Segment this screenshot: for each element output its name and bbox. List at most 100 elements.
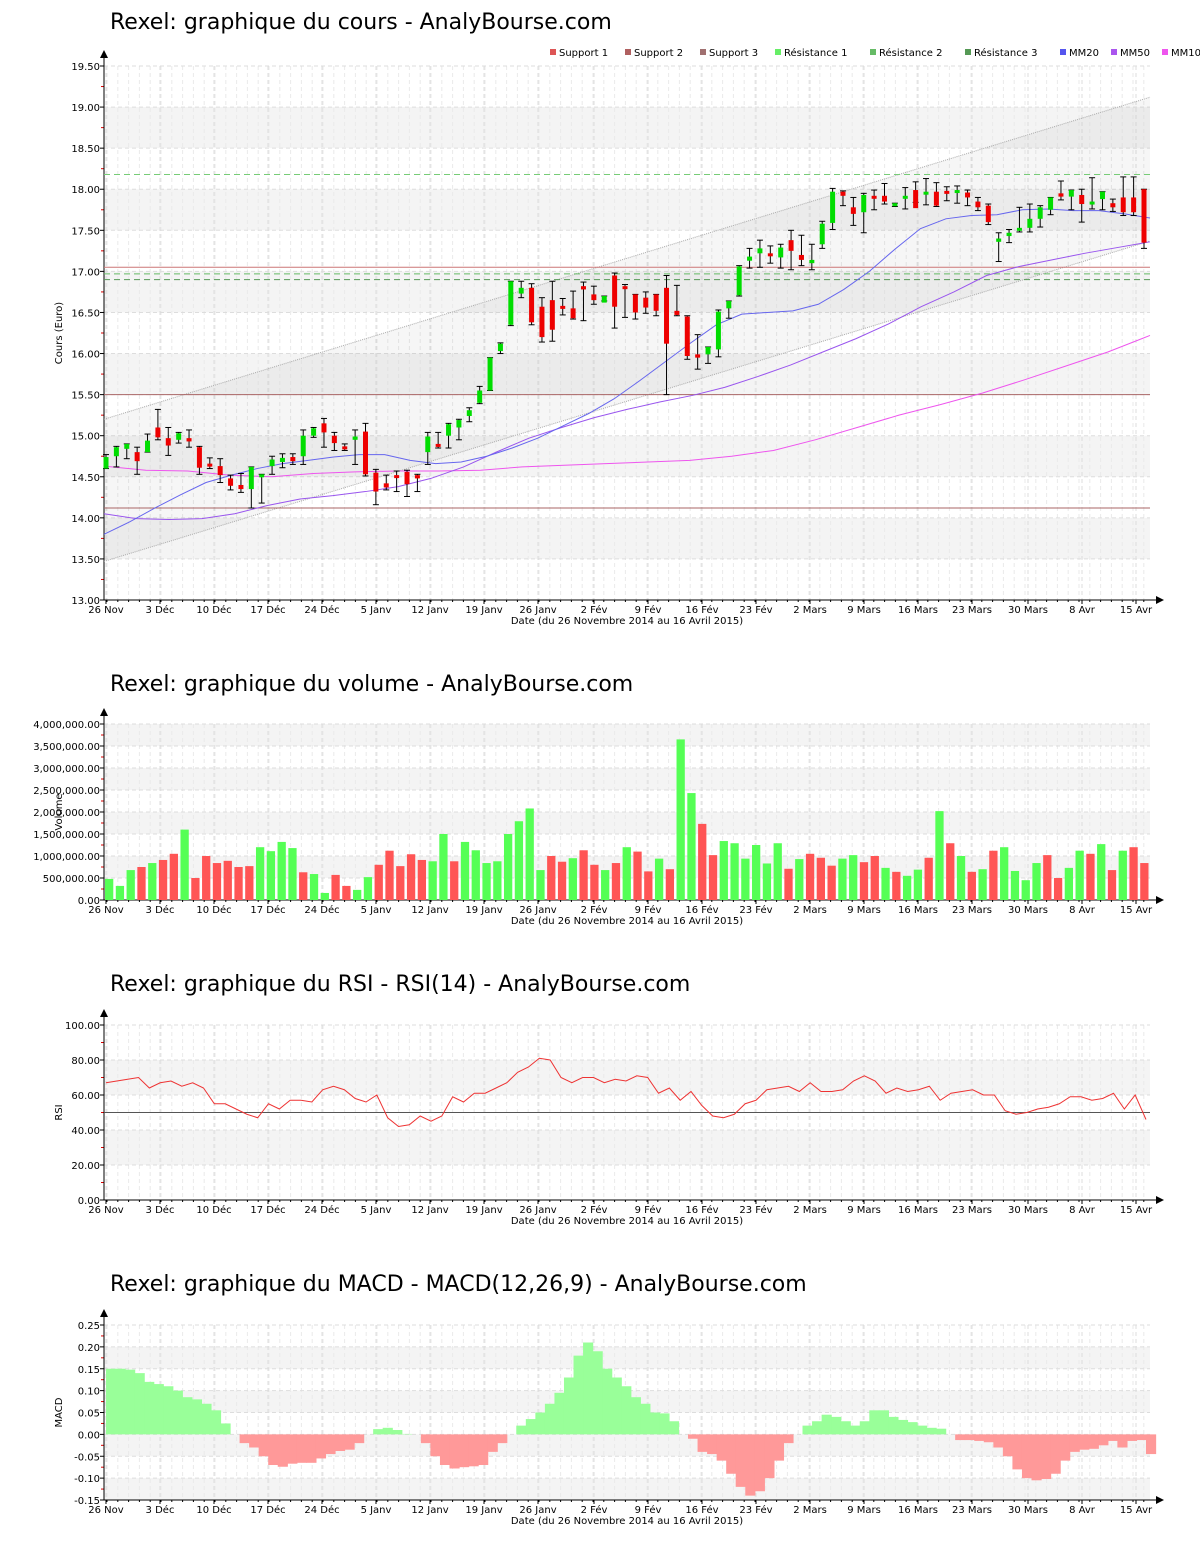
y-tick-label: 2,500,000.00 [33, 786, 100, 797]
y-tick-label: 4,000,000.00 [33, 720, 100, 731]
candlestick [1006, 228, 1013, 244]
macd-bar [888, 1416, 899, 1435]
x-tick-label: 16 Fév [685, 1504, 718, 1516]
x-tick-label: 26 Janv [519, 605, 556, 616]
x-tick-label: 8 Avr [1069, 905, 1096, 916]
x-tick-label: 23 Mars [952, 1205, 992, 1216]
volume-bar [299, 872, 308, 900]
macd-bar [850, 1425, 861, 1435]
macd-bar [955, 1434, 966, 1441]
legend-swatch-icon [1162, 49, 1168, 55]
volume-bar [1107, 870, 1117, 900]
x-tick-label: 9 Fév [635, 904, 662, 916]
legend-swatch-icon [700, 49, 706, 55]
candlestick [788, 229, 795, 271]
x-tick-label: 16 Mars [898, 1205, 938, 1216]
x-tick-label: 3 Déc [146, 604, 175, 616]
x-tick-label: 26 Nov [88, 605, 124, 616]
x-tick-label: 17 Déc [250, 1504, 285, 1516]
macd-bar [268, 1434, 279, 1465]
volume-bar [1097, 844, 1106, 900]
candlestick [829, 187, 836, 230]
macd-bar [296, 1434, 307, 1463]
macd-bar [1088, 1434, 1099, 1449]
volume-bar [277, 841, 286, 900]
volume-bar [105, 878, 114, 900]
volume-bar [913, 869, 923, 900]
volume-bar [924, 857, 933, 900]
mm50-line [103, 241, 1151, 520]
rsi-line [105, 1057, 1147, 1128]
price-chart-title: Rexel: graphique du cours - AnalyBourse.… [110, 10, 612, 35]
volume-bar [590, 864, 599, 900]
volume-bar [342, 885, 351, 900]
y-tick-label: 15.50 [71, 391, 100, 402]
volume-bar [644, 871, 653, 900]
candlestick [455, 418, 462, 441]
volume-bar [493, 861, 502, 900]
macd-bar [1041, 1434, 1052, 1479]
macd-bar [1069, 1434, 1080, 1452]
candlestick [279, 453, 286, 469]
macd-bar [239, 1434, 250, 1444]
x-tick-label: 16 Fév [685, 1204, 718, 1216]
candlestick [1057, 180, 1064, 201]
candlestick [653, 293, 660, 317]
candlestick [144, 433, 151, 453]
candlestick [165, 426, 172, 456]
y-tick-label: 14.00 [71, 514, 100, 525]
volume-bar [601, 870, 610, 900]
candlestick [123, 443, 130, 460]
volume-bar [514, 821, 524, 900]
x-tick-label: 2 Fév [581, 1504, 608, 1516]
volume-chart-title: Rexel: graphique du volume - AnalyBourse… [110, 672, 634, 697]
candlestick [1068, 189, 1075, 211]
legend-item: Résistance 3 [974, 47, 1037, 59]
x-tick-label: 10 Déc [196, 1504, 231, 1516]
x-tick-label: 17 Déc [250, 1204, 285, 1216]
y-tick-label: 16.00 [71, 350, 100, 361]
volume-bar [363, 877, 373, 900]
candlestick [310, 426, 317, 438]
candlestick [756, 239, 763, 268]
macd-bar [735, 1434, 746, 1487]
volume-chart: 0.00 500,000.00 1,000,000.00 1,500,000.00 2,… [33, 708, 1164, 927]
volume-bar [698, 823, 707, 900]
x-tick-label: 26 Nov [88, 1505, 124, 1516]
macd-bar [592, 1351, 603, 1435]
candlestick [1016, 206, 1023, 233]
macd-bar [563, 1377, 575, 1435]
volume-bar [946, 843, 955, 900]
candlestick [705, 346, 712, 364]
legend-item: Résistance 1 [784, 47, 847, 59]
volume-bar [827, 865, 836, 900]
candlestick [175, 431, 182, 444]
macd-bar [525, 1419, 536, 1435]
candlestick [331, 431, 338, 451]
x-axis-arrow-icon [1156, 1196, 1164, 1204]
volume-bar [579, 850, 588, 900]
volume-bar [460, 841, 470, 900]
y-tick-label: 3,500,000.00 [33, 742, 100, 753]
x-tick-label: 9 Mars [847, 905, 881, 916]
x-axis-label: Date (du 26 Novembre 2014 au 16 Avril 20… [511, 1216, 743, 1227]
x-axis-arrow-icon [1156, 896, 1164, 904]
volume-bar [137, 867, 146, 900]
volume-bar [234, 867, 243, 900]
x-tick-label: 26 Janv [519, 1505, 556, 1516]
macd-bar [859, 1421, 870, 1435]
macd-bar [420, 1434, 432, 1444]
candlestick [881, 182, 888, 205]
legend-swatch-icon [775, 49, 781, 55]
volume-bar [503, 834, 513, 900]
macd-bar [1031, 1434, 1042, 1481]
macd-bar [535, 1412, 546, 1435]
macd-bar [726, 1434, 737, 1474]
volume-bar [148, 863, 157, 900]
x-tick-label: 3 Déc [146, 1204, 175, 1216]
macd-bar [487, 1434, 498, 1452]
candlestick [186, 429, 193, 448]
macd-bar [287, 1434, 298, 1464]
y-tick-label: 80.00 [71, 1056, 100, 1067]
candlestick [736, 265, 743, 297]
